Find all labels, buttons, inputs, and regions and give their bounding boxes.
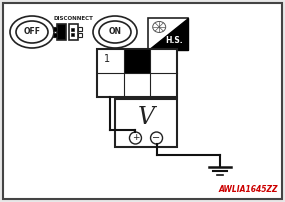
- Ellipse shape: [16, 21, 48, 43]
- Bar: [97, 49, 177, 97]
- Bar: [115, 99, 177, 147]
- Ellipse shape: [93, 16, 137, 48]
- Text: V: V: [137, 106, 154, 129]
- Ellipse shape: [10, 16, 54, 48]
- Bar: [148, 18, 188, 50]
- Text: H.S.: H.S.: [165, 36, 183, 45]
- Bar: [53, 33, 57, 37]
- Text: DISCONNECT: DISCONNECT: [53, 17, 93, 21]
- Bar: [53, 27, 57, 31]
- Ellipse shape: [150, 132, 162, 144]
- Bar: [71, 28, 74, 31]
- Text: AWLIA1645ZZ: AWLIA1645ZZ: [219, 185, 278, 194]
- Bar: [57, 24, 66, 40]
- Bar: [69, 24, 78, 40]
- Text: −: −: [152, 133, 161, 143]
- Bar: [124, 49, 150, 73]
- Ellipse shape: [129, 132, 141, 144]
- Ellipse shape: [153, 21, 166, 33]
- Text: 1: 1: [104, 54, 110, 64]
- Bar: [78, 33, 82, 37]
- Text: +: +: [132, 134, 139, 142]
- Polygon shape: [148, 18, 188, 50]
- Bar: [71, 33, 74, 36]
- Text: OFF: OFF: [23, 27, 40, 37]
- Text: ON: ON: [109, 27, 121, 37]
- Bar: [78, 27, 82, 31]
- Ellipse shape: [99, 21, 131, 43]
